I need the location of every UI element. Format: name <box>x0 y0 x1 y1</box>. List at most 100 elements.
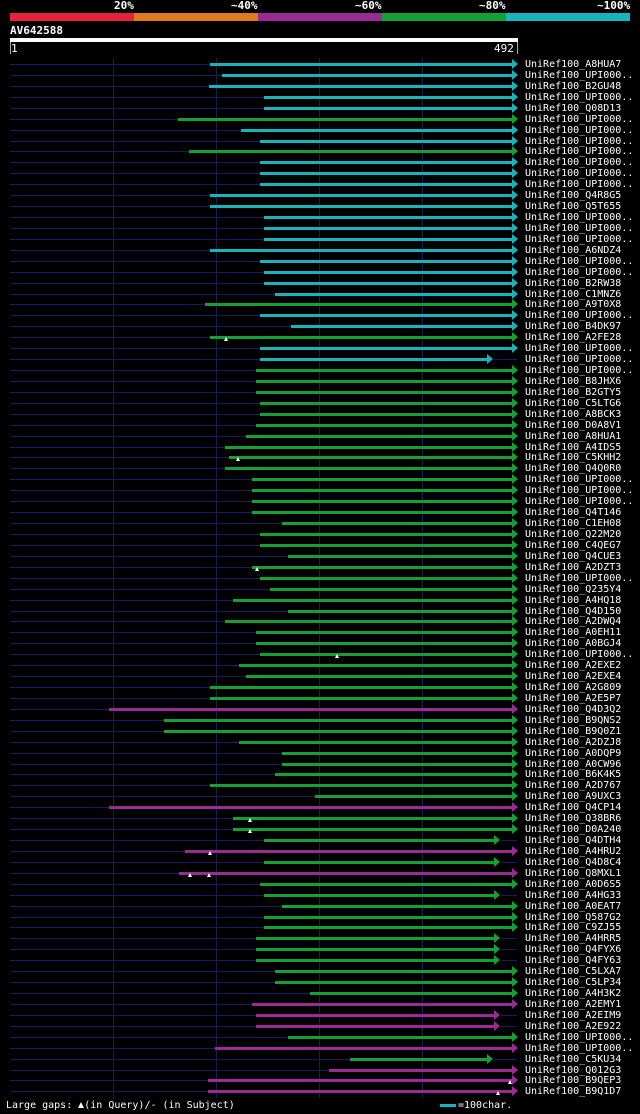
hit-label[interactable]: UniRef100_UPI000.. <box>525 146 634 157</box>
hit-row[interactable]: UniRef100_A4IDS5 <box>0 442 640 453</box>
hit-row[interactable]: UniRef100_UPI000.. <box>0 310 640 321</box>
hit-row[interactable]: UniRef100_A2FE28 <box>0 332 640 343</box>
hit-label[interactable]: UniRef100_Q587G2 <box>525 912 622 923</box>
hit-label[interactable]: UniRef100_UPI000.. <box>525 649 634 660</box>
hit-label[interactable]: UniRef100_A9UXC3 <box>525 791 622 802</box>
hit-label[interactable]: UniRef100_A8HUA1 <box>525 431 622 442</box>
hit-label[interactable]: UniRef100_Q4D3Q2 <box>525 704 622 715</box>
hit-row[interactable]: UniRef100_Q22M20 <box>0 529 640 540</box>
hit-row[interactable]: UniRef100_UPI000.. <box>0 146 640 157</box>
hit-row[interactable]: UniRef100_A0EAT7 <box>0 901 640 912</box>
hit-row[interactable]: UniRef100_Q4T146 <box>0 507 640 518</box>
hit-label[interactable]: UniRef100_UPI000.. <box>525 136 634 147</box>
hit-label[interactable]: UniRef100_B2RW38 <box>525 278 622 289</box>
hit-label[interactable]: UniRef100_UPI000.. <box>525 267 634 278</box>
hit-label[interactable]: UniRef100_B9QEP3 <box>525 1075 622 1086</box>
hit-row[interactable]: UniRef100_UPI000.. <box>0 1032 640 1043</box>
hit-label[interactable]: UniRef100_D0A8V1 <box>525 420 622 431</box>
hit-label[interactable]: UniRef100_A2D767 <box>525 780 622 791</box>
hit-row[interactable]: UniRef100_A2DZT3 <box>0 562 640 573</box>
hit-label[interactable]: UniRef100_Q4DTH4 <box>525 835 622 846</box>
hit-label[interactable]: UniRef100_Q4CP14 <box>525 802 622 813</box>
hit-row[interactable]: UniRef100_Q4CUE3 <box>0 551 640 562</box>
hit-row[interactable]: UniRef100_Q4CP14 <box>0 802 640 813</box>
hit-label[interactable]: UniRef100_UPI000.. <box>525 310 634 321</box>
hit-row[interactable]: UniRef100_A2G809 <box>0 682 640 693</box>
hit-label[interactable]: UniRef100_UPI000.. <box>525 92 634 103</box>
hit-row[interactable]: UniRef100_Q5T655 <box>0 201 640 212</box>
hit-row[interactable]: UniRef100_A4H3K2 <box>0 988 640 999</box>
hit-row[interactable]: UniRef100_C4QEG7 <box>0 540 640 551</box>
hit-row[interactable]: UniRef100_Q012G3 <box>0 1065 640 1076</box>
hit-label[interactable]: UniRef100_C5LP34 <box>525 977 622 988</box>
hit-row[interactable]: UniRef100_A0DQP9 <box>0 748 640 759</box>
hit-label[interactable]: UniRef100_C5KU34 <box>525 1054 622 1065</box>
hit-label[interactable]: UniRef100_C9ZJ55 <box>525 922 622 933</box>
hit-row[interactable]: UniRef100_A0D6S5 <box>0 879 640 890</box>
hit-label[interactable]: UniRef100_A4HG33 <box>525 890 622 901</box>
hit-label[interactable]: UniRef100_UPI000.. <box>525 234 634 245</box>
hit-label[interactable]: UniRef100_A2DWQ4 <box>525 616 622 627</box>
hit-row[interactable]: UniRef100_A8HUA1 <box>0 431 640 442</box>
hit-label[interactable]: UniRef100_C1EH08 <box>525 518 622 529</box>
hit-row[interactable]: UniRef100_A4HQ18 <box>0 595 640 606</box>
hit-row[interactable]: UniRef100_B2GTY5 <box>0 387 640 398</box>
hit-label[interactable]: UniRef100_Q4T146 <box>525 507 622 518</box>
hit-label[interactable]: UniRef100_A8BCK3 <box>525 409 622 420</box>
hit-row[interactable]: UniRef100_B2GU48 <box>0 81 640 92</box>
hit-row[interactable]: UniRef100_UPI000.. <box>0 136 640 147</box>
hit-row[interactable]: UniRef100_A0BGJ4 <box>0 638 640 649</box>
hit-row[interactable]: UniRef100_UPI000.. <box>0 179 640 190</box>
hit-row[interactable]: UniRef100_Q587G2 <box>0 912 640 923</box>
hit-label[interactable]: UniRef100_A2EIM9 <box>525 1010 622 1021</box>
hit-row[interactable]: UniRef100_B4DK97 <box>0 321 640 332</box>
hit-row[interactable]: UniRef100_A2E922 <box>0 1021 640 1032</box>
hit-row[interactable]: UniRef100_A2EIM9 <box>0 1010 640 1021</box>
hit-row[interactable]: UniRef100_Q4DTH4 <box>0 835 640 846</box>
hit-row[interactable]: UniRef100_C5LTG6 <box>0 398 640 409</box>
hit-row[interactable]: UniRef100_A8HUA7 <box>0 59 640 70</box>
hit-row[interactable]: UniRef100_C5KU34 <box>0 1054 640 1065</box>
hit-label[interactable]: UniRef100_UPI000.. <box>525 474 634 485</box>
hit-row[interactable]: UniRef100_Q8MXL1 <box>0 868 640 879</box>
hit-label[interactable]: UniRef100_Q08D13 <box>525 103 622 114</box>
hit-row[interactable]: UniRef100_Q38BR6 <box>0 813 640 824</box>
hit-row[interactable]: UniRef100_UPI000.. <box>0 70 640 81</box>
hit-row[interactable]: UniRef100_UPI000.. <box>0 496 640 507</box>
hit-row[interactable]: UniRef100_UPI000.. <box>0 474 640 485</box>
hit-row[interactable]: UniRef100_A4HRR5 <box>0 933 640 944</box>
hit-row[interactable]: UniRef100_UPI000.. <box>0 223 640 234</box>
hit-label[interactable]: UniRef100_UPI000.. <box>525 365 634 376</box>
hit-label[interactable]: UniRef100_A6NDZ4 <box>525 245 622 256</box>
hit-label[interactable]: UniRef100_C4QEG7 <box>525 540 622 551</box>
hit-label[interactable]: UniRef100_Q4D150 <box>525 606 622 617</box>
hit-row[interactable]: UniRef100_Q4FYX6 <box>0 944 640 955</box>
hit-row[interactable]: UniRef100_A6NDZ4 <box>0 245 640 256</box>
hit-label[interactable]: UniRef100_UPI000.. <box>525 1032 634 1043</box>
hit-label[interactable]: UniRef100_A0EH11 <box>525 627 622 638</box>
hit-label[interactable]: UniRef100_B9Q0Z1 <box>525 726 622 737</box>
hit-row[interactable]: UniRef100_C1EH08 <box>0 518 640 529</box>
hit-label[interactable]: UniRef100_A4HQ18 <box>525 595 622 606</box>
hit-row[interactable]: UniRef100_UPI000.. <box>0 485 640 496</box>
hit-label[interactable]: UniRef100_UPI000.. <box>525 125 634 136</box>
hit-row[interactable]: UniRef100_B9Q1D7 <box>0 1086 640 1097</box>
hit-label[interactable]: UniRef100_A2DZJ8 <box>525 737 622 748</box>
hit-label[interactable]: UniRef100_Q4D8C4 <box>525 857 622 868</box>
hit-label[interactable]: UniRef100_A2EXE2 <box>525 660 622 671</box>
hit-row[interactable]: UniRef100_UPI000.. <box>0 256 640 267</box>
hit-label[interactable]: UniRef100_D0A240 <box>525 824 622 835</box>
hit-row[interactable]: UniRef100_A9T0X8 <box>0 299 640 310</box>
hit-label[interactable]: UniRef100_UPI000.. <box>525 179 634 190</box>
hit-row[interactable]: UniRef100_A2D767 <box>0 780 640 791</box>
hit-label[interactable]: UniRef100_A0EAT7 <box>525 901 622 912</box>
hit-row[interactable]: UniRef100_B9QNS2 <box>0 715 640 726</box>
hit-label[interactable]: UniRef100_Q012G3 <box>525 1065 622 1076</box>
hit-row[interactable]: UniRef100_A4HG33 <box>0 890 640 901</box>
hit-label[interactable]: UniRef100_B2GU48 <box>525 81 622 92</box>
hit-row[interactable]: UniRef100_C5LP34 <box>0 977 640 988</box>
hit-row[interactable]: UniRef100_UPI000.. <box>0 1043 640 1054</box>
hit-row[interactable]: UniRef100_D0A8V1 <box>0 420 640 431</box>
hit-row[interactable]: UniRef100_UPI000.. <box>0 114 640 125</box>
hit-label[interactable]: UniRef100_UPI000.. <box>525 1043 634 1054</box>
